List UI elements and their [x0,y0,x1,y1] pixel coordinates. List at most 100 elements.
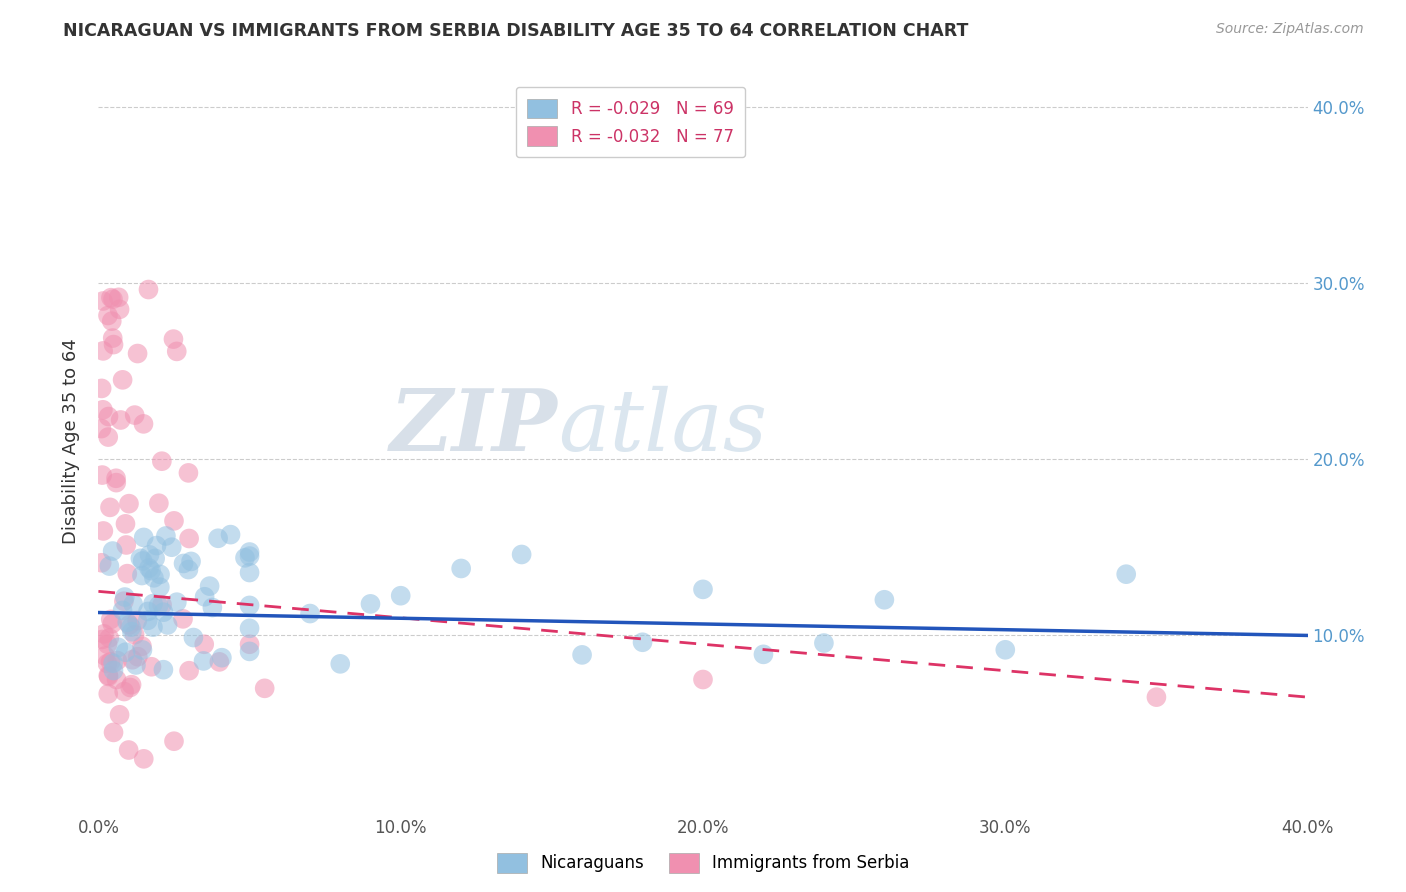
Point [142,571,165,585]
Point [91,293,114,308]
Point [105,471,128,485]
Point [97,409,120,424]
Point [127,614,149,628]
Point [160,540,183,554]
Point [121,653,143,667]
Point [118,497,141,511]
Point [173,557,195,571]
Point [97,430,120,444]
Point [118,617,141,632]
Legend: R = -0.029   N = 69, R = -0.032   N = 77: R = -0.029 N = 69, R = -0.032 N = 77 [516,87,745,157]
Point [239,644,262,658]
Text: atlas: atlas [558,385,768,468]
Point [873,592,896,607]
Legend: Nicaraguans, Immigrants from Serbia: Nicaraguans, Immigrants from Serbia [489,847,917,880]
Text: ZIP: ZIP [389,385,558,468]
Point [163,734,186,748]
Point [239,599,262,613]
Point [193,637,215,651]
Point [103,725,125,739]
Point [692,673,714,687]
Point [145,539,167,553]
Point [163,514,186,528]
Point [115,538,138,552]
Point [208,655,231,669]
Point [813,636,835,650]
Point [150,454,173,468]
Point [127,346,149,360]
Point [96,637,118,651]
Point [450,561,472,575]
Point [253,681,276,696]
Point [105,475,128,490]
Point [96,657,118,671]
Point [124,408,146,422]
Point [692,582,714,597]
Point [152,605,174,619]
Point [103,664,125,678]
Text: NICARAGUAN VS IMMIGRANTS FROM SERBIA DISABILITY AGE 35 TO 64 CORRELATION CHART: NICARAGUAN VS IMMIGRANTS FROM SERBIA DIS… [63,22,969,40]
Point [136,604,159,618]
Point [131,639,153,653]
Point [131,568,153,582]
Point [201,600,224,615]
Point [131,643,153,657]
Point [105,654,128,668]
Point [122,597,145,611]
Point [194,590,217,604]
Point [183,631,205,645]
Point [112,594,135,608]
Point [994,642,1017,657]
Point [752,648,775,662]
Point [299,607,322,621]
Point [127,649,149,664]
Point [1115,567,1137,582]
Point [97,687,120,701]
Point [100,655,122,669]
Point [97,668,120,682]
Point [101,657,124,671]
Point [93,524,115,538]
Point [91,402,114,417]
Point [114,516,136,531]
Point [101,331,124,345]
Point [233,550,256,565]
Point [124,628,146,642]
Point [118,743,141,757]
Point [90,381,112,395]
Point [90,556,112,570]
Point [132,417,155,431]
Point [121,678,143,692]
Point [389,589,412,603]
Point [571,648,593,662]
Point [239,545,262,559]
Point [166,595,188,609]
Point [91,343,114,358]
Point [179,532,201,546]
Point [103,337,125,351]
Point [152,663,174,677]
Point [177,563,200,577]
Point [141,659,163,673]
Point [105,673,128,687]
Point [148,496,170,510]
Point [239,549,262,563]
Point [111,373,134,387]
Point [112,684,135,698]
Point [180,554,202,568]
Point [138,561,160,575]
Point [179,664,201,678]
Y-axis label: Disability Age 35 to 64: Disability Age 35 to 64 [62,339,80,544]
Point [162,332,184,346]
Point [219,527,242,541]
Point [91,632,114,647]
Point [142,620,165,634]
Point [136,613,159,627]
Point [125,657,148,672]
Point [91,468,114,483]
Point [149,580,172,594]
Point [111,603,134,617]
Point [631,635,654,649]
Point [207,531,229,545]
Point [149,567,172,582]
